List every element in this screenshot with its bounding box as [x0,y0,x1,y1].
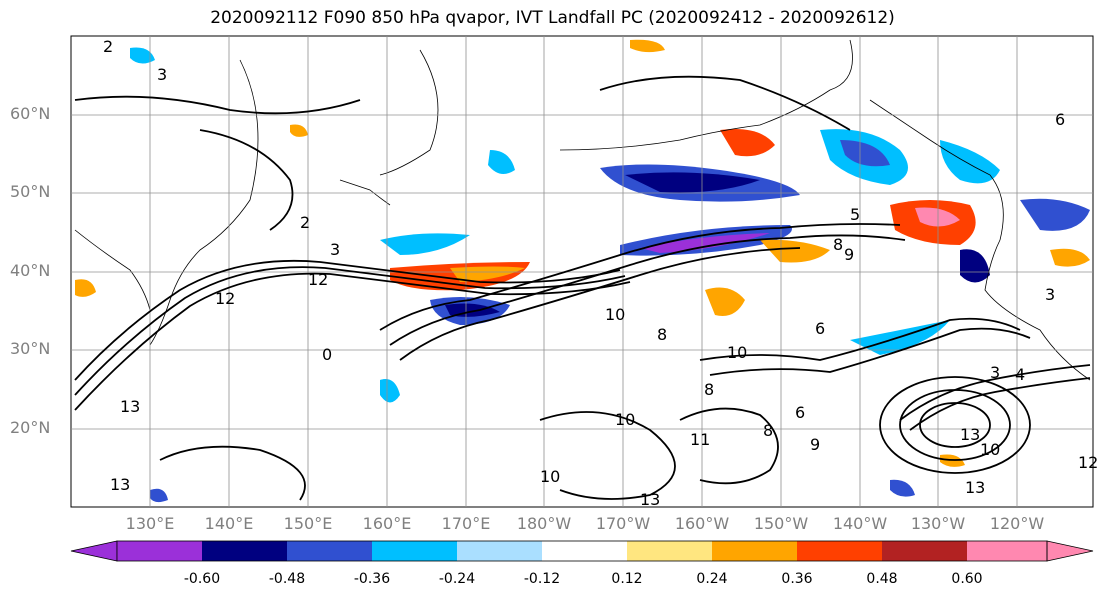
svg-text:13: 13 [965,478,985,497]
svg-text:10: 10 [605,305,625,324]
svg-text:3: 3 [157,65,167,84]
svg-text:9: 9 [810,435,820,454]
svg-text:8: 8 [704,380,714,399]
contour-labels: 2 3 2 3 12 13 13 5 8 9 6 10 8 10 10 8 8 … [103,37,1098,509]
svg-text:3: 3 [330,240,340,259]
lat-label: 60°N [10,104,51,123]
svg-text:2: 2 [103,37,113,56]
colorbar [70,540,1094,562]
lon-label: 140°W [832,514,888,533]
lon-label: 140°E [204,514,254,533]
colorbar-tick-label: -0.24 [438,571,476,587]
svg-text:12: 12 [215,289,235,308]
svg-text:6: 6 [795,403,805,422]
lon-label: 160°W [674,514,730,533]
colorbar-tick-label: -0.36 [353,571,391,587]
colorbar-tick-label: 0.60 [951,571,983,587]
svg-text:10: 10 [980,440,1000,459]
colorbar-extend-min [70,540,118,562]
svg-text:8: 8 [763,421,773,440]
lat-label: 50°N [10,182,51,201]
svg-text:0: 0 [322,345,332,364]
svg-text:10: 10 [727,343,747,362]
svg-text:2: 2 [300,213,310,232]
svg-text:11: 11 [690,430,710,449]
svg-text:13: 13 [120,397,140,416]
colorbar-tick-label: -0.60 [183,571,221,587]
colorbar-extend-max [1046,540,1094,562]
svg-text:13: 13 [110,475,130,494]
svg-text:10: 10 [540,467,560,486]
lat-label: 40°N [10,261,51,280]
svg-text:6: 6 [815,319,825,338]
svg-text:4: 4 [1015,365,1025,384]
svg-text:9: 9 [844,245,854,264]
lat-label: 30°N [10,339,51,358]
svg-text:13: 13 [960,425,980,444]
lon-label: 150°E [283,514,333,533]
svg-text:12: 12 [1078,453,1098,472]
lon-label: 160°E [362,514,412,533]
colorbar-tick-label: 0.24 [696,571,728,587]
lon-label: 130°W [910,514,966,533]
svg-text:8: 8 [833,235,843,254]
lon-label: 170°E [441,514,491,533]
lon-label: 180°W [516,514,572,533]
lon-label: 150°W [753,514,809,533]
svg-text:10: 10 [615,410,635,429]
coastlines [74,39,1091,381]
colorbar-tick-label: -0.12 [523,571,561,587]
svg-text:3: 3 [1045,285,1055,304]
colorbar-tick-label: 0.48 [866,571,898,587]
colorbar-tick-label: -0.48 [268,571,306,587]
svg-text:12: 12 [308,270,328,289]
colorbar-tick-label: 0.36 [781,571,813,587]
lat-label: 20°N [10,418,51,437]
svg-text:5: 5 [850,205,860,224]
qvapor-shading [75,39,1090,503]
map-title: 2020092112 F090 850 hPa qvapor, IVT Land… [210,8,895,28]
map-plot-area [70,35,1094,508]
ivt-contours [74,75,1091,501]
svg-text:13: 13 [640,490,660,509]
svg-text:6: 6 [1055,110,1065,129]
colorbar-tick-label: 0.12 [611,571,643,587]
svg-text:8: 8 [657,325,667,344]
lon-label: 170°W [595,514,651,533]
graticule [71,36,1093,507]
lon-label: 130°E [125,514,175,533]
lon-label: 120°W [989,514,1045,533]
svg-text:3: 3 [990,363,1000,382]
